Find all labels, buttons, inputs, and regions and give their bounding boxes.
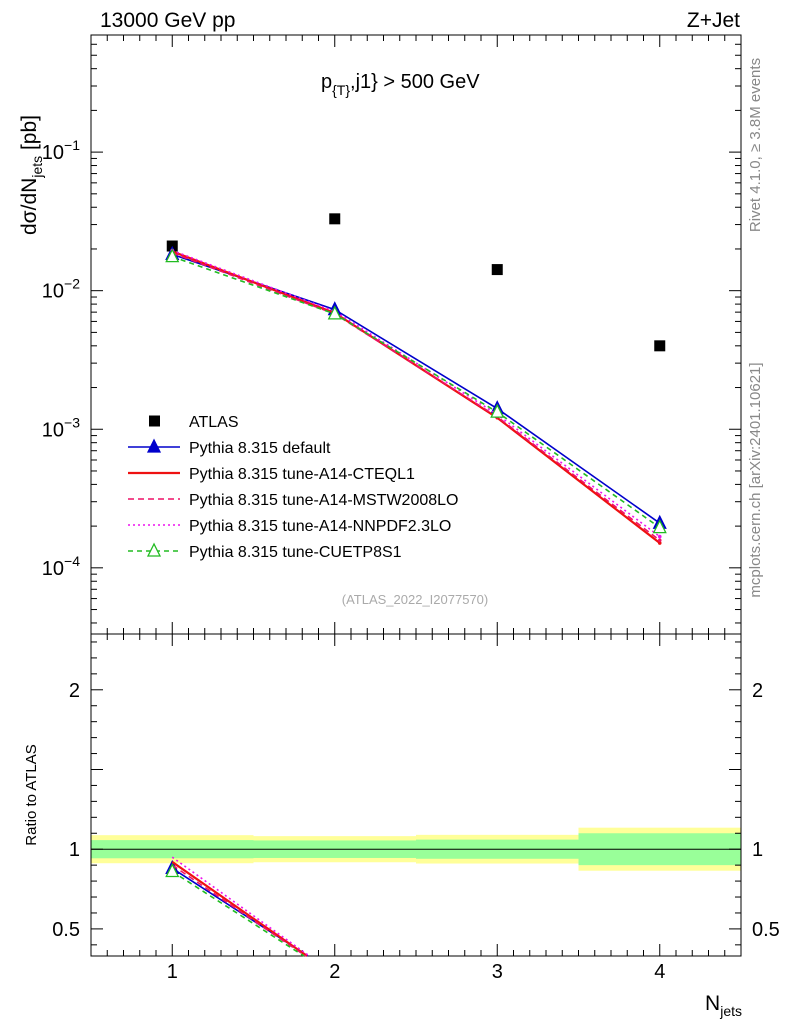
ratio-panel: Ratio to ATLAS 0.5 0.5 1 1 2 2 1 2 3 4 Njets [23,633,780,1019]
series-marker-cuetp8s1 [327,305,342,320]
legend-marker [146,438,162,453]
ratio-series-cuetp8s1 [165,863,305,957]
ratio-y-tick-label-right: 2 [752,680,763,702]
ratio-uncertainty-bands [91,827,741,871]
series-default [165,245,667,529]
ratio-y-tick-label: 2 [69,680,80,702]
main-y-tick-label: 10−2 [42,276,80,303]
legend-label: Pythia 8.315 tune-A14-CTEQL1 [189,466,415,483]
legend-entry-cuetp8s1: Pythia 8.315 tune-CUETP8S1 [128,542,402,561]
legend-label: Pythia 8.315 tune-CUETP8S1 [189,544,402,561]
x-axis-label: Njets [705,992,742,1019]
series-marker-cuetp8s1 [652,519,667,534]
series-cuetp8s1 [165,248,667,534]
main-y-tick-label: 10−3 [42,414,80,441]
series-line-cteql1 [171,250,661,544]
ratio-series-group [165,856,310,957]
ratio-y-tick-label-right: 0.5 [752,919,780,941]
ratio-series-cteql1 [171,861,308,957]
ratio-y-tick-label: 0.5 [52,919,80,941]
legend-label: Pythia 8.315 tune-A14-MSTW2008LO [189,492,458,509]
series-point-cteql1 [657,541,662,545]
ratio-y-axis-label: Ratio to ATLAS [23,744,40,845]
header-process-label: Z+Jet [687,9,740,32]
mcplots-label: mcplots.cern.ch [arXiv:2401.10621] [747,362,764,597]
ratio-series-nnpdf [171,856,310,957]
series-atlas [166,213,666,352]
atlas-data-point [491,264,503,276]
legend-marker [149,415,160,427]
x-tick-label: 3 [492,961,503,983]
ratio-y-tick-label-right: 1 [752,839,763,861]
main-series-group [165,213,667,545]
x-tick-label: 4 [654,961,665,983]
series-line-cuetp8s1 [171,255,661,529]
atlas-data-point [329,213,341,225]
legend-label: Pythia 8.315 default [189,440,331,457]
legend-entry-atlas: ATLAS [149,414,239,431]
ratio-line-nnpdf [171,856,310,957]
series-marker-cuetp8s1 [165,248,180,263]
ratio-frame [90,633,742,957]
analysis-watermark: (ATLAS_2022_I2077570) [342,592,488,607]
atlas-data-point [654,340,666,352]
rivet-label: Rivet 4.1.0, ≥ 3.8M events [747,58,764,232]
x-tick-label: 2 [329,961,340,983]
ratio-line-mstw [171,864,307,957]
main-y-tick-label: 10−4 [42,553,80,580]
legend-entry-mstw: Pythia 8.315 tune-A14-MSTW2008LO [128,492,458,509]
ratio-line-cteql1 [171,861,308,957]
legend-entry-cteql1: Pythia 8.315 tune-A14-CTEQL1 [128,466,415,483]
series-line-nnpdf [171,249,661,538]
legend: ATLAS Pythia 8.315 default Pythia 8.315 tu… [128,414,458,561]
legend-entry-default: Pythia 8.315 default [128,438,331,457]
ratio-line-cuetp8s1 [171,870,305,957]
main-panel: p{T},j1} > 500 GeV dσ/dNjets [pb] (ATLAS… [18,34,742,635]
x-tick-label: 1 [167,961,178,983]
header-energy-label: 13000 GeV pp [100,9,235,32]
series-marker-cuetp8s1 [490,403,505,418]
ratio-axes: 0.5 0.5 1 1 2 2 1 2 3 4 [52,633,780,983]
ratio-series-mstw [171,864,307,957]
series-point-mstw [657,538,662,543]
legend-marker [146,542,162,557]
ratio-y-tick-label: 1 [69,839,80,861]
main-plot-title: p{T},j1} > 500 GeV [321,71,480,98]
main-y-axis-label: dσ/dNjets [pb] [18,115,45,235]
legend-label: Pythia 8.315 tune-A14-NNPDF2.3LO [189,518,451,535]
legend-label: ATLAS [189,414,239,431]
ratio-marker-cuetp8s1 [165,863,180,878]
main-y-tick-label: 10−1 [42,137,80,164]
legend-entry-nnpdf: Pythia 8.315 tune-A14-NNPDF2.3LO [128,518,451,535]
series-point-nnpdf [657,534,662,539]
